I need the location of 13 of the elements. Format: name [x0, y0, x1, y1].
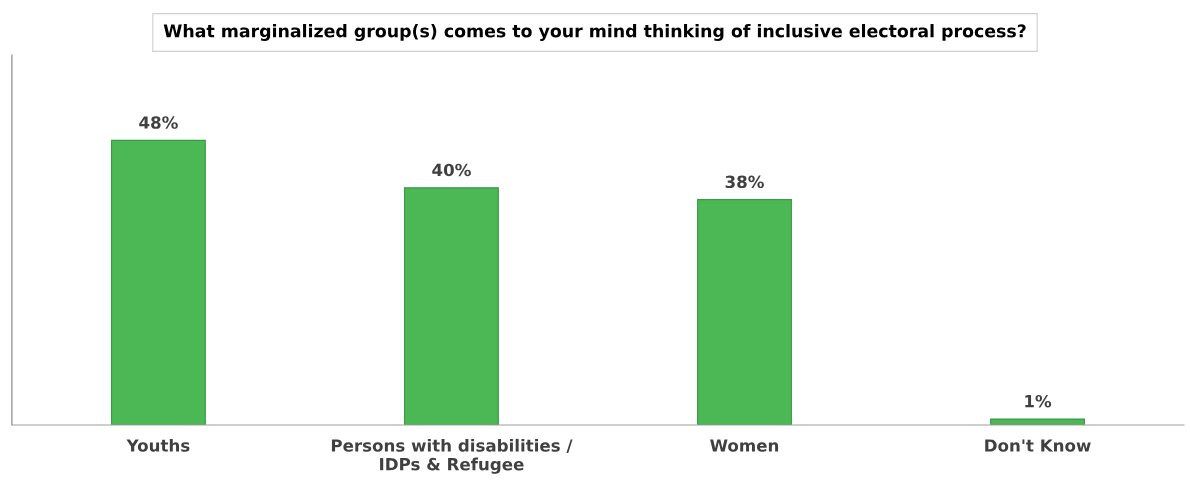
bar [990, 418, 1085, 425]
data-label: 40% [432, 163, 471, 177]
x-tick-label: Don't Know [985, 439, 1091, 452]
x-tick-label: Women [710, 439, 779, 452]
chart-title: What marginalized group(s) comes to your mind thinking of inclusive electoral process? [163, 24, 1026, 41]
x-tick-label: Youths [126, 438, 190, 452]
data-label: 38% [725, 175, 764, 189]
x-tick-label: Persons with disabilities / IDPs & Refugee [331, 438, 573, 474]
data-label: 1% [1025, 394, 1052, 408]
data-label: 48% [139, 116, 178, 129]
bar [697, 199, 792, 425]
bar [404, 187, 499, 425]
bar [110, 139, 206, 425]
